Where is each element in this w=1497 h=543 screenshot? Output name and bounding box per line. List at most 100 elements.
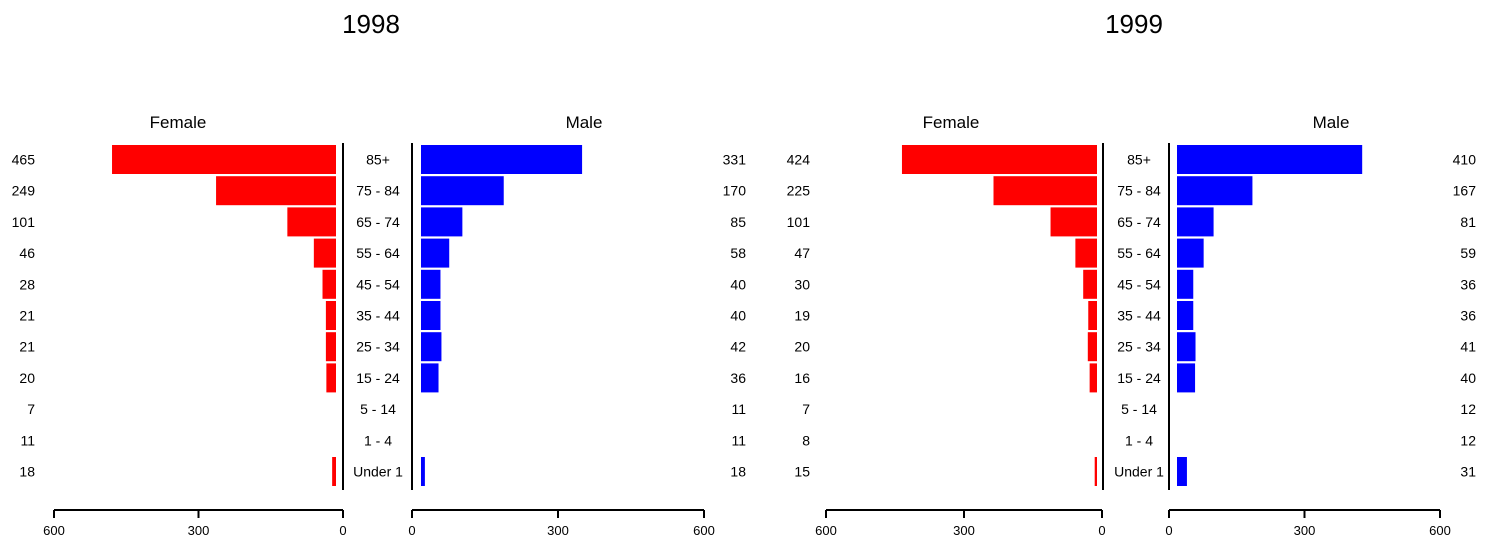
- female-value-label: 8: [802, 432, 810, 448]
- male-x-tick-label: 600: [1429, 523, 1451, 538]
- male-value-label: 59: [1460, 245, 1476, 261]
- female-bar: [993, 176, 1097, 206]
- age-group-label: 75 - 84: [356, 183, 400, 199]
- female-bar: [216, 176, 336, 206]
- female-x-tick-label: 300: [953, 523, 975, 538]
- male-value-label: 12: [1460, 432, 1476, 448]
- female-value-label: 20: [19, 370, 35, 386]
- male-value-label: 42: [730, 339, 746, 355]
- male-value-label: 167: [1453, 183, 1477, 199]
- male-x-tick-label: 0: [408, 523, 415, 538]
- age-group-label: 35 - 44: [356, 308, 400, 324]
- male-value-label: 85: [730, 214, 746, 230]
- male-bar: [421, 176, 504, 206]
- male-value-label: 36: [730, 370, 746, 386]
- male-value-label: 81: [1460, 214, 1476, 230]
- female-bar: [1094, 457, 1097, 486]
- female-value-label: 424: [787, 152, 811, 168]
- female-bar: [1083, 269, 1097, 299]
- age-group-label: 35 - 44: [1117, 308, 1161, 324]
- female-bar: [325, 301, 336, 330]
- male-bar: [421, 207, 463, 237]
- male-value-label: 58: [730, 245, 746, 261]
- male-panel-title: Male: [566, 113, 603, 132]
- female-value-label: 249: [12, 183, 36, 199]
- male-panel-title: Male: [1313, 113, 1350, 132]
- male-bar: [1177, 145, 1363, 174]
- male-bar: [1177, 176, 1253, 206]
- female-bar: [313, 238, 336, 268]
- male-value-label: 331: [723, 152, 747, 168]
- male-bar: [421, 363, 439, 393]
- age-group-label: 15 - 24: [1117, 370, 1161, 386]
- age-group-label: 25 - 34: [1117, 339, 1161, 355]
- age-group-label: 85+: [1127, 152, 1151, 168]
- chart-title: 1998: [342, 9, 400, 39]
- male-bar: [1177, 363, 1196, 393]
- age-group-label: 15 - 24: [356, 370, 400, 386]
- male-x-tick-label: 600: [693, 523, 715, 538]
- male-bar: [421, 269, 441, 299]
- male-bar: [1177, 332, 1196, 362]
- male-value-label: 170: [723, 183, 747, 199]
- female-bar: [112, 145, 337, 174]
- age-group-label: 55 - 64: [356, 245, 400, 261]
- female-value-label: 7: [802, 401, 810, 417]
- female-value-label: 30: [794, 276, 810, 292]
- age-group-label: 85+: [366, 152, 390, 168]
- male-bar: [421, 238, 450, 268]
- female-value-label: 47: [794, 245, 810, 261]
- female-value-label: 18: [19, 464, 35, 480]
- age-group-label: 25 - 34: [356, 339, 400, 355]
- female-value-label: 101: [787, 214, 811, 230]
- female-value-label: 21: [19, 308, 35, 324]
- male-bar: [1177, 238, 1204, 268]
- female-panel-title: Female: [923, 113, 980, 132]
- age-group-label: 45 - 54: [1117, 276, 1161, 292]
- female-bar: [325, 332, 336, 362]
- age-group-label: 1 - 4: [1125, 432, 1153, 448]
- female-bar: [332, 457, 336, 486]
- age-group-label: 75 - 84: [1117, 183, 1161, 199]
- male-value-label: 31: [1460, 464, 1476, 480]
- female-value-label: 101: [12, 214, 36, 230]
- male-value-label: 36: [1460, 276, 1476, 292]
- male-value-label: 41: [1460, 339, 1476, 355]
- female-bar: [322, 269, 336, 299]
- female-bar: [1050, 207, 1097, 237]
- female-bar: [326, 363, 336, 393]
- female-panel-title: Female: [150, 113, 207, 132]
- male-bar: [421, 145, 583, 174]
- male-value-label: 40: [730, 276, 746, 292]
- male-x-tick-label: 0: [1165, 523, 1172, 538]
- age-group-label: 55 - 64: [1117, 245, 1161, 261]
- female-value-label: 19: [794, 308, 810, 324]
- age-group-label: 45 - 54: [356, 276, 400, 292]
- age-group-label: 1 - 4: [364, 432, 392, 448]
- male-value-label: 40: [730, 308, 746, 324]
- female-value-label: 11: [20, 432, 35, 448]
- female-value-label: 465: [12, 152, 36, 168]
- female-value-label: 21: [19, 339, 35, 355]
- age-group-label: 65 - 74: [356, 214, 400, 230]
- pyramid-chart-1998: 1998 Female Male 85+ 465 331 75 - 84 249 170 6…: [12, 9, 747, 538]
- male-x-tick-label: 300: [1294, 523, 1316, 538]
- female-bar: [1087, 332, 1097, 362]
- female-value-label: 46: [19, 245, 35, 261]
- age-group-label: 65 - 74: [1117, 214, 1161, 230]
- male-value-label: 40: [1460, 370, 1476, 386]
- male-x-tick-label: 300: [547, 523, 569, 538]
- male-value-label: 36: [1460, 308, 1476, 324]
- female-value-label: 7: [27, 401, 35, 417]
- male-bar: [421, 457, 425, 486]
- male-bar: [1177, 457, 1187, 486]
- female-value-label: 28: [19, 276, 35, 292]
- age-group-label: 5 - 14: [1121, 401, 1157, 417]
- female-x-tick-label: 600: [815, 523, 837, 538]
- female-bar: [287, 207, 336, 237]
- female-bar: [1089, 363, 1097, 393]
- male-bar: [1177, 301, 1194, 330]
- male-value-label: 12: [1460, 401, 1476, 417]
